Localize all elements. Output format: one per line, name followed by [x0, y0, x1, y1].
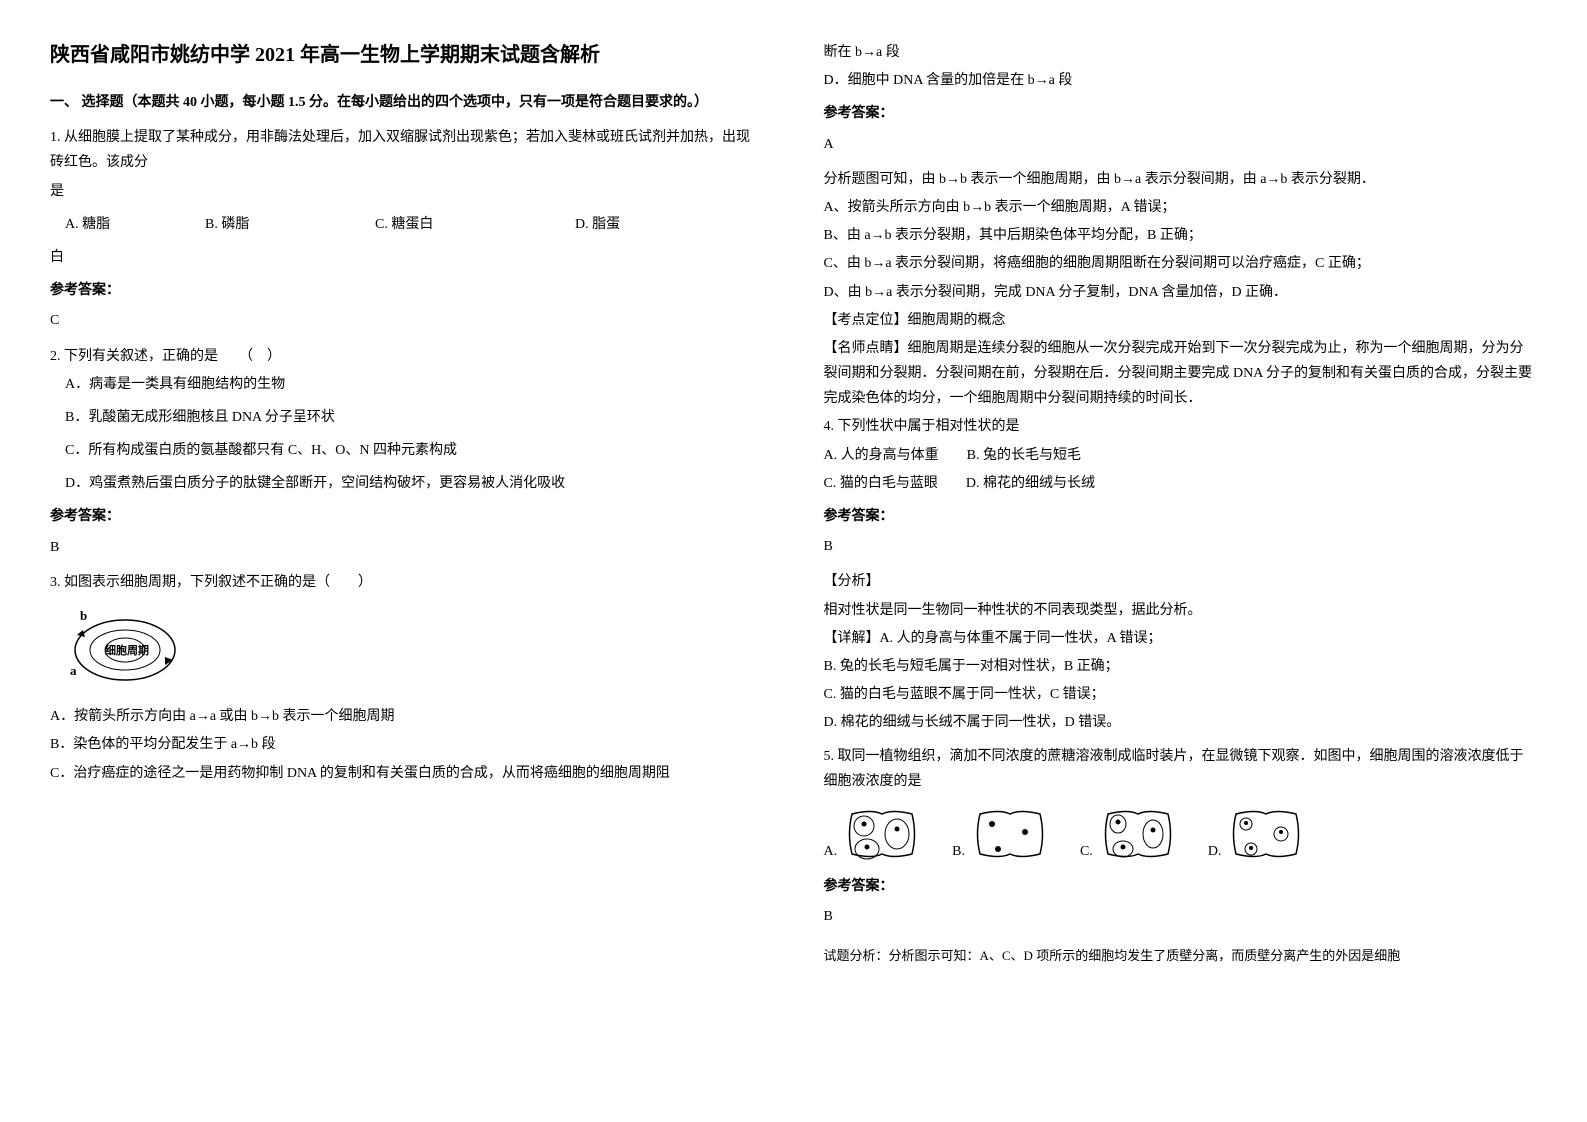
cell-diagram-a	[842, 804, 922, 864]
q4-analysis-header: 【分析】	[824, 569, 1538, 594]
q4-analysis-1: 相对性状是同一生物同一种性状的不同表现类型，据此分析。	[824, 598, 1538, 623]
q5-option-a-item: A.	[824, 804, 923, 864]
q3-option-c-cont: 断在 b→a 段	[824, 40, 1538, 65]
q3-answer: A	[824, 132, 1538, 157]
page-container: 陕西省咸阳市姚纺中学 2021 年高一生物上学期期末试题含解析 一、 选择题（本…	[50, 40, 1537, 976]
q4-detail-b: B. 兔的长毛与短毛属于一对相对性状，B 正确；	[824, 654, 1538, 679]
q5-text: 5. 取同一植物组织，滴加不同浓度的蔗糖溶液制成临时装片，在显微镜下观察．如图中…	[824, 744, 1538, 794]
q1-text2: 是	[50, 179, 764, 204]
q3-option-a: A．按箭头所示方向由 a→a 或由 b→b 表示一个细胞周期	[50, 704, 764, 729]
q5-answer: B	[824, 904, 1538, 929]
q4-text: 4. 下列性状中属于相对性状的是	[824, 414, 1538, 439]
q2-answer: B	[50, 535, 764, 560]
question-2: 2. 下列有关叙述，正确的是 （ ） A．病毒是一类具有细胞结构的生物 B．乳酸…	[50, 344, 764, 560]
cell-diagram-d	[1226, 804, 1306, 864]
document-title: 陕西省咸阳市姚纺中学 2021 年高一生物上学期期末试题含解析	[50, 40, 764, 70]
q5-label-c: C.	[1080, 839, 1093, 864]
q1-answer: C	[50, 308, 764, 333]
diagram-label-b: b	[80, 608, 87, 623]
section-1-header: 一、 选择题（本题共 40 小题，每小题 1.5 分。在每小题给出的四个选项中，…	[50, 90, 764, 115]
q5-cell-images: A. B.	[824, 804, 1538, 864]
q4-detail-c: C. 猫的白毛与蓝眼不属于同一性状，C 错误；	[824, 682, 1538, 707]
q5-answer-label: 参考答案：	[824, 874, 1538, 899]
q1-option-b: B. 磷脂	[205, 212, 375, 237]
q5-option-c-item: C.	[1080, 804, 1178, 864]
q3-text: 3. 如图表示细胞周期，下列叙述不正确的是（ ）	[50, 570, 764, 595]
q3-analysis-3: B、由 a→b 表示分裂期，其中后期染色体平均分配，B 正确；	[824, 223, 1538, 248]
q4-detail-header: 【详解】A. 人的身高与体重不属于同一性状，A 错误；	[824, 626, 1538, 651]
q5-analysis: 试题分析：分析图示可知：A、C、D 项所示的细胞均发生了质壁分离，而质壁分离产生…	[824, 944, 1538, 967]
q3-option-b: B．染色体的平均分配发生于 a→b 段	[50, 732, 764, 757]
q2-option-c: C．所有构成蛋白质的氨基酸都只有 C、H、O、N 四种元素构成	[65, 438, 764, 463]
q3-analysis-4: C、由 b→a 表示分裂间期，将癌细胞的细胞周期阻断在分裂间期可以治疗癌症，C …	[824, 251, 1538, 276]
q3-comment: 【名师点睛】细胞周期是连续分裂的细胞从一次分裂完成开始到下一次分裂完成为止，称为…	[824, 336, 1538, 412]
q3-analysis-2: A、按箭头所示方向由 b→b 表示一个细胞周期，A 错误；	[824, 195, 1538, 220]
q1-answer-label: 参考答案：	[50, 278, 764, 303]
q4-options-ab: A. 人的身高与体重 B. 兔的长毛与短毛	[824, 443, 1538, 468]
cell-diagram-b	[970, 804, 1050, 864]
q2-answer-label: 参考答案：	[50, 504, 764, 529]
q2-text: 2. 下列有关叙述，正确的是 （ ）	[50, 344, 764, 369]
q5-option-b-item: B.	[952, 804, 1050, 864]
question-1: 1. 从细胞膜上提取了某种成分，用非酶法处理后，加入双缩脲试剂出现紫色；若加入斐…	[50, 125, 764, 333]
diagram-center-label: 细胞周期	[105, 643, 149, 657]
q4-answer: B	[824, 534, 1538, 559]
q5-option-d-item: D.	[1208, 804, 1307, 864]
q1-option-a: A. 糖脂	[65, 212, 205, 237]
q4-detail-d: D. 棉花的细绒与长绒不属于同一性状，D 错误。	[824, 710, 1538, 735]
right-column: 断在 b→a 段 D．细胞中 DNA 含量的加倍是在 b→a 段 参考答案： A…	[824, 40, 1538, 976]
q4-answer-label: 参考答案：	[824, 504, 1538, 529]
q3-answer-label: 参考答案：	[824, 101, 1538, 126]
q1-options: A. 糖脂 B. 磷脂 C. 糖蛋白 D. 脂蛋	[50, 212, 764, 237]
q2-option-d: D．鸡蛋煮熟后蛋白质分子的肽键全部断开，空间结构破坏，更容易被人消化吸收	[65, 471, 764, 496]
q5-label-a: A.	[824, 839, 838, 864]
q3-option-c: C．治疗癌症的途径之一是用药物抑制 DNA 的复制和有关蛋白质的合成，从而将癌细…	[50, 761, 764, 786]
q5-label-d: D.	[1208, 839, 1222, 864]
q2-option-b: B．乳酸菌无成形细胞核且 DNA 分子呈环状	[65, 405, 764, 430]
q1-option-d: D. 脂蛋	[575, 212, 620, 237]
q5-label-b: B.	[952, 839, 965, 864]
q4-options-cd: C. 猫的白毛与蓝眼 D. 棉花的细绒与长绒	[824, 471, 1538, 496]
question-3: 3. 如图表示细胞周期，下列叙述不正确的是（ ） b a 细胞周期 A．按箭头所…	[50, 570, 764, 786]
q3-option-d: D．细胞中 DNA 含量的加倍是在 b→a 段	[824, 68, 1538, 93]
diagram-label-a: a	[70, 663, 77, 678]
q3-analysis-5: D、由 b→a 表示分裂间期，完成 DNA 分子复制，DNA 含量加倍，D 正确…	[824, 280, 1538, 305]
q1-text: 1. 从细胞膜上提取了某种成分，用非酶法处理后，加入双缩脲试剂出现紫色；若加入斐…	[50, 125, 764, 175]
q3-analysis-1: 分析题图可知，由 b→b 表示一个细胞周期，由 b→a 表示分裂间期，由 a→b…	[824, 167, 1538, 192]
q1-option-c: C. 糖蛋白	[375, 212, 575, 237]
left-column: 陕西省咸阳市姚纺中学 2021 年高一生物上学期期末试题含解析 一、 选择题（本…	[50, 40, 764, 976]
q2-option-a: A．病毒是一类具有细胞结构的生物	[65, 372, 764, 397]
cell-diagram-c	[1098, 804, 1178, 864]
q1-opt-tail: 白	[50, 245, 764, 270]
question-5: 5. 取同一植物组织，滴加不同浓度的蔗糖溶液制成临时装片，在显微镜下观察．如图中…	[824, 744, 1538, 968]
cell-cycle-diagram: b a 细胞周期	[65, 605, 764, 694]
question-4: 4. 下列性状中属于相对性状的是 A. 人的身高与体重 B. 兔的长毛与短毛 C…	[824, 414, 1538, 735]
q3-point: 【考点定位】细胞周期的概念	[824, 308, 1538, 333]
